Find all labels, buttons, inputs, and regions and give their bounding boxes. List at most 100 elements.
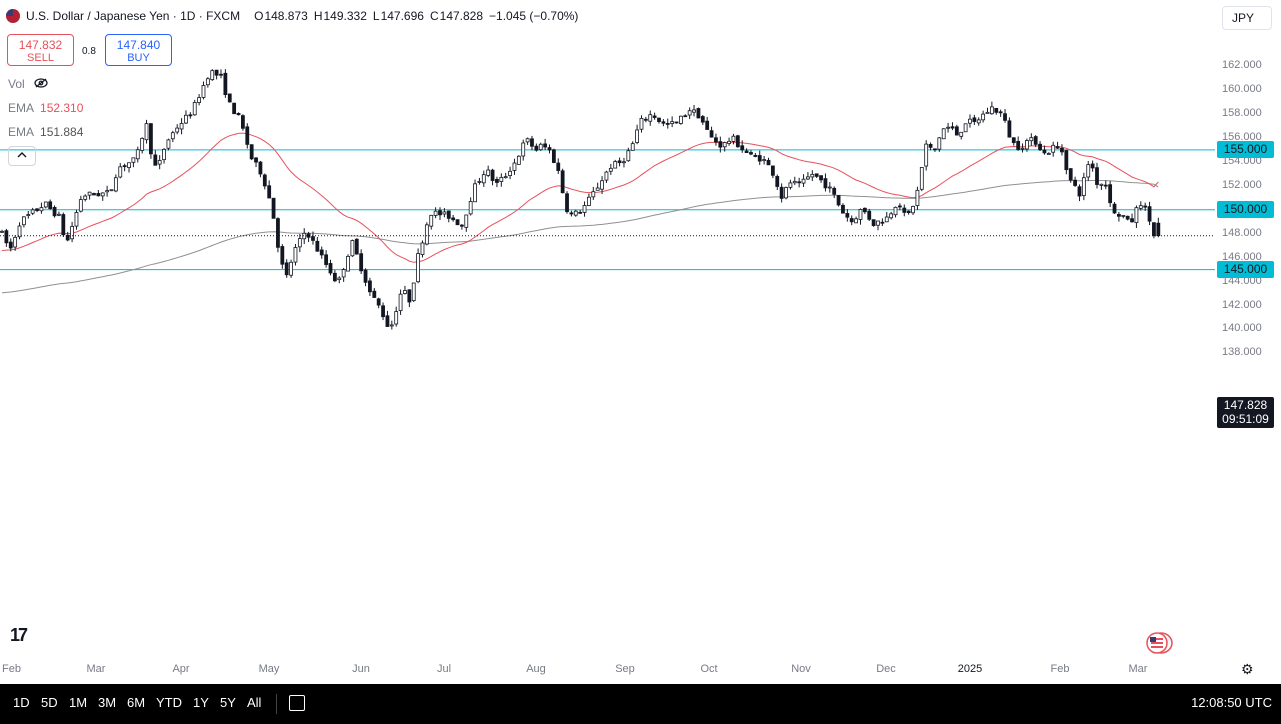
candle (1099, 183, 1104, 190)
candle (100, 192, 105, 201)
candle (1007, 117, 1012, 138)
calendar-icon[interactable] (289, 695, 305, 711)
price-chart[interactable] (0, 0, 1281, 684)
candle (587, 193, 591, 207)
tradingview-logo[interactable]: 17 (10, 625, 28, 645)
sell-button[interactable]: 147.832 SELL (7, 34, 74, 66)
timeframe-all[interactable]: All (247, 695, 262, 710)
time-tick-label: Sep (615, 663, 635, 675)
symbol-title: U.S. Dollar / Japanese Yen · 1D · FXCM (26, 9, 241, 23)
horizontal-line-price-tag[interactable]: 150.000 (1217, 201, 1274, 219)
candle (52, 205, 57, 218)
candle (657, 117, 661, 124)
timeframe-ytd[interactable]: YTD (156, 695, 182, 710)
candle (757, 150, 762, 165)
candle (538, 142, 543, 152)
candle (1152, 222, 1156, 239)
candle (823, 173, 828, 192)
candle (363, 268, 368, 287)
candle (205, 77, 210, 88)
candle (503, 172, 508, 179)
candle (381, 302, 385, 321)
candle (569, 210, 574, 217)
candle (70, 221, 74, 243)
candle (249, 144, 254, 161)
candle (608, 163, 613, 175)
candle (556, 158, 561, 174)
candle (749, 150, 753, 156)
candle (473, 179, 477, 203)
buy-price: 147.840 (116, 38, 161, 52)
candle (451, 214, 456, 222)
candle (153, 150, 158, 166)
timeframe-3m[interactable]: 3M (98, 695, 117, 710)
horizontal-line-price-tag[interactable]: 155.000 (1217, 141, 1274, 159)
candle (709, 126, 714, 138)
candle (941, 128, 946, 140)
candle (170, 130, 175, 143)
candle (197, 94, 202, 106)
time-tick-label: Feb (1050, 663, 1070, 675)
candle (784, 186, 788, 200)
time-tick-label: 2025 (957, 663, 983, 675)
price-tick-label: 162.000 (1222, 59, 1262, 71)
candle (630, 141, 635, 151)
candle (179, 118, 184, 135)
candle (350, 239, 355, 257)
candle (293, 243, 298, 266)
candle (543, 138, 548, 151)
candle (819, 175, 823, 183)
sell-price: 147.832 (18, 38, 63, 52)
timeframe-6m[interactable]: 6M (127, 695, 146, 710)
open-label: O (254, 9, 264, 23)
utc-clock[interactable]: 12:08:50 UTC (1191, 695, 1272, 710)
candle (162, 148, 166, 164)
candle (994, 107, 999, 115)
candle (354, 238, 359, 255)
ema-fast-label: EMA (8, 101, 35, 115)
candle (933, 148, 937, 152)
buy-button[interactable]: 147.840 BUY (105, 34, 172, 66)
candle (849, 215, 854, 226)
timeframe-1d[interactable]: 1D (13, 695, 30, 710)
candle (319, 246, 324, 259)
ema-fast-indicator[interactable]: EMA 152.310 (8, 101, 83, 115)
buy-label: BUY (127, 52, 150, 64)
candle (600, 176, 604, 195)
timeframe-1y[interactable]: 1Y (193, 695, 209, 710)
chart-header: U.S. Dollar / Japanese Yen · 1D · FXCM O… (6, 9, 578, 23)
collapse-indicators-button[interactable] (8, 146, 36, 166)
candle (718, 136, 723, 153)
candle (578, 209, 583, 214)
candle (495, 176, 499, 188)
candle (113, 174, 118, 193)
candle (30, 207, 35, 216)
candle (232, 102, 237, 115)
eye-hidden-icon[interactable] (34, 77, 48, 91)
price-tick-label: 152.000 (1222, 178, 1262, 191)
candle (131, 157, 136, 168)
candle (499, 173, 504, 187)
candle (368, 277, 372, 296)
candle (236, 112, 241, 116)
timeframe-5d[interactable]: 5D (41, 695, 58, 710)
candle (806, 172, 810, 180)
timeframe-5y[interactable]: 5Y (220, 695, 236, 710)
candle (389, 320, 394, 330)
volume-indicator[interactable]: Vol (8, 77, 48, 91)
gear-icon[interactable]: ⚙ (1241, 661, 1254, 677)
candle (788, 179, 793, 190)
time-tick-label: Apr (172, 663, 190, 675)
low-value: 147.696 (380, 9, 424, 23)
time-tick-label: Mar (1128, 663, 1148, 675)
horizontal-line-price-tag[interactable]: 145.000 (1217, 261, 1274, 279)
candle (692, 104, 696, 117)
candle (841, 203, 845, 214)
candle (565, 191, 569, 214)
ema-slow-indicator[interactable]: EMA 151.884 (8, 125, 83, 139)
timeframe-1m[interactable]: 1M (69, 695, 88, 710)
candle (998, 109, 1003, 117)
candle (57, 211, 61, 217)
currency-button[interactable]: JPY (1222, 6, 1272, 30)
candle (1051, 141, 1056, 157)
